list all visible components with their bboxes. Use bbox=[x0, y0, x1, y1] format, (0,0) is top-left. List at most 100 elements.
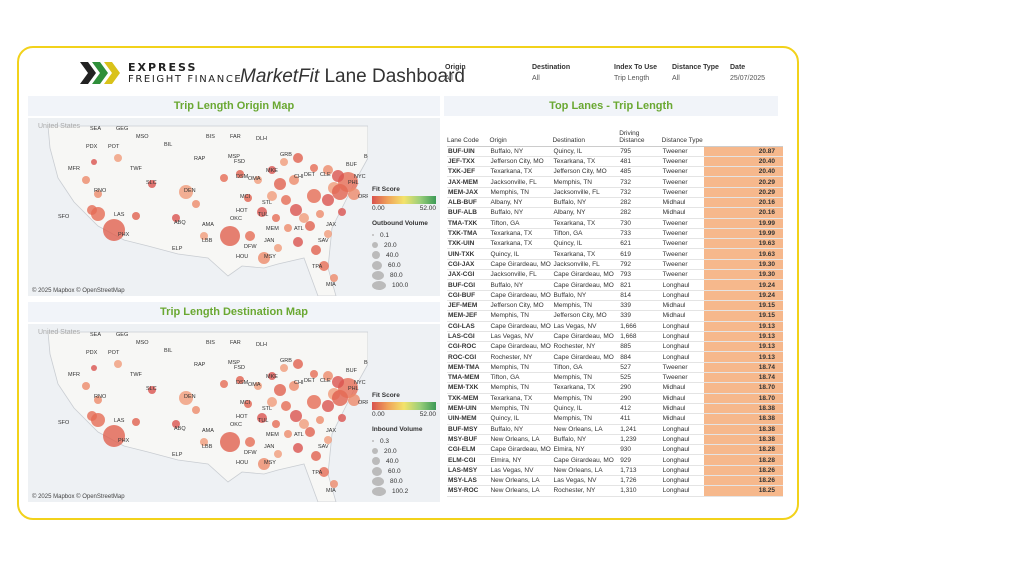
table-row[interactable]: BUF-UIN Buffalo, NY Quincy, IL 795 Tweener 20… bbox=[447, 146, 783, 157]
location-bubble[interactable] bbox=[82, 176, 90, 184]
filter-date[interactable]: Date 25/07/2025 bbox=[730, 64, 765, 82]
location-bubble[interactable] bbox=[299, 419, 309, 429]
location-bubble[interactable] bbox=[114, 360, 122, 368]
location-bubble[interactable] bbox=[274, 244, 282, 252]
location-bubble[interactable] bbox=[257, 413, 267, 423]
table-row[interactable]: JEF-TXX Jefferson City, MO Texarkana, TX 48… bbox=[447, 156, 783, 168]
table-row[interactable]: MSY-BUF New Orleans, LA Buffalo, NY 1,239 Lo… bbox=[447, 434, 783, 446]
table-row[interactable]: TMA-TXK Tifton, GA Texarkana, TX 730 Tweener… bbox=[447, 218, 783, 229]
col-origin[interactable]: Origin bbox=[489, 124, 553, 147]
table-row[interactable]: CGI-ELM Cape Girardeau, MO Elmira, NY 930 Lo… bbox=[447, 444, 783, 456]
location-bubble[interactable] bbox=[245, 231, 255, 241]
location-bubble[interactable] bbox=[200, 438, 208, 446]
origin-map[interactable]: SEA GEG MSO BIL BIS FAR DLH PDX POT RAP MSP MFR TWF F… bbox=[28, 118, 440, 296]
location-bubble[interactable] bbox=[324, 230, 332, 238]
origin-map-canvas[interactable]: SEA GEG MSO BIL BIS FAR DLH PDX POT RAP MSP MFR TWF F… bbox=[28, 118, 368, 296]
location-bubble[interactable] bbox=[254, 382, 262, 390]
location-bubble[interactable] bbox=[348, 394, 360, 406]
location-bubble[interactable] bbox=[330, 480, 338, 488]
location-bubble[interactable] bbox=[290, 410, 302, 422]
table-row[interactable]: UIN-MEM Quincy, IL Memphis, TN 411 Midhaul 18… bbox=[447, 413, 783, 425]
location-bubble[interactable] bbox=[103, 219, 125, 241]
location-bubble[interactable] bbox=[132, 418, 140, 426]
location-bubble[interactable] bbox=[305, 221, 315, 231]
location-bubble[interactable] bbox=[200, 232, 208, 240]
filter-index[interactable]: Index To Use Trip Length bbox=[614, 64, 657, 82]
location-bubble[interactable] bbox=[322, 400, 334, 412]
location-bubble[interactable] bbox=[132, 212, 140, 220]
location-bubble[interactable] bbox=[293, 443, 303, 453]
table-row[interactable]: TXK-JEF Texarkana, TX Jefferson City, MO 48… bbox=[447, 166, 783, 178]
location-bubble[interactable] bbox=[293, 153, 303, 163]
location-bubble[interactable] bbox=[274, 450, 282, 458]
location-bubble[interactable] bbox=[310, 370, 318, 378]
table-row[interactable]: BUF-MSY Buffalo, NY New Orleans, LA 1,241 Lo… bbox=[447, 424, 783, 435]
location-bubble[interactable] bbox=[94, 190, 102, 198]
location-bubble[interactable] bbox=[323, 371, 333, 381]
table-row[interactable]: MEM-UIN Memphis, TN Quincy, IL 412 Midhaul 18… bbox=[447, 403, 783, 415]
location-bubble[interactable] bbox=[179, 185, 193, 199]
location-bubble[interactable] bbox=[236, 170, 244, 178]
location-bubble[interactable] bbox=[348, 188, 360, 200]
location-bubble[interactable] bbox=[148, 386, 156, 394]
location-bubble[interactable] bbox=[172, 420, 180, 428]
location-bubble[interactable] bbox=[254, 176, 262, 184]
filter-distance-type[interactable]: Distance Type All bbox=[672, 64, 719, 82]
location-bubble[interactable] bbox=[293, 359, 303, 369]
location-bubble[interactable] bbox=[289, 175, 299, 185]
table-row[interactable]: TMA-MEM Tifton, GA Memphis, TN 525 Tweener 18… bbox=[447, 372, 783, 384]
location-bubble[interactable] bbox=[284, 430, 292, 438]
location-bubble[interactable] bbox=[324, 436, 332, 444]
table-row[interactable]: JAX-MEM Jacksonville, FL Memphis, TN 732 Twe… bbox=[447, 176, 783, 188]
location-bubble[interactable] bbox=[284, 224, 292, 232]
location-bubble[interactable] bbox=[91, 207, 105, 221]
filter-destination[interactable]: Destination All bbox=[532, 64, 570, 82]
location-bubble[interactable] bbox=[220, 432, 240, 452]
location-bubble[interactable] bbox=[244, 400, 252, 408]
location-bubble[interactable] bbox=[322, 194, 334, 206]
location-bubble[interactable] bbox=[310, 164, 318, 172]
location-bubble[interactable] bbox=[148, 180, 156, 188]
table-row[interactable]: JAX-CGI Jacksonville, FL Cape Girardeau, M… bbox=[447, 269, 783, 281]
table-row[interactable]: LAS-MSY Las Vegas, NV New Orleans, LA 1,713… bbox=[447, 465, 783, 477]
table-row[interactable]: CGI-BUF Cape Girardeau, MO Buffalo, NY 814 L… bbox=[447, 290, 783, 301]
table-row[interactable]: ELM-CGI Elmira, NY Cape Girardeau, MO 929 Lo… bbox=[447, 454, 783, 466]
dest-map[interactable]: SEA GEG MSO BIL BIS FAR DLH PDX POT RAP MSP MFR TWF F… bbox=[28, 324, 440, 502]
location-bubble[interactable] bbox=[281, 401, 291, 411]
location-bubble[interactable] bbox=[338, 208, 346, 216]
location-bubble[interactable] bbox=[103, 425, 125, 447]
location-bubble[interactable] bbox=[268, 372, 276, 380]
location-bubble[interactable] bbox=[316, 210, 324, 218]
location-bubble[interactable] bbox=[268, 166, 276, 174]
location-bubble[interactable] bbox=[272, 214, 280, 222]
table-row[interactable]: BUF-CGI Buffalo, NY Cape Girardeau, MO 821 L… bbox=[447, 279, 783, 291]
table-row[interactable]: TXK-UIN Texarkana, TX Quincy, IL 621 Tweener… bbox=[447, 238, 783, 250]
location-bubble[interactable] bbox=[91, 413, 105, 427]
table-row[interactable]: CGI-ROC Cape Girardeau, MO Rochester, NY 88… bbox=[447, 341, 783, 353]
location-bubble[interactable] bbox=[330, 274, 338, 282]
location-bubble[interactable] bbox=[332, 376, 344, 388]
table-row[interactable]: MSY-LAS New Orleans, LA Las Vegas, NV 1,726… bbox=[447, 475, 783, 487]
location-bubble[interactable] bbox=[280, 158, 288, 166]
location-bubble[interactable] bbox=[316, 416, 324, 424]
location-bubble[interactable] bbox=[82, 382, 90, 390]
table-row[interactable]: TXK-MEM Texarkana, TX Memphis, TN 290 Midhau… bbox=[447, 393, 783, 404]
location-bubble[interactable] bbox=[319, 467, 329, 477]
location-bubble[interactable] bbox=[289, 381, 299, 391]
table-row[interactable]: ROC-CGI Rochester, NY Cape Girardeau, MO 88… bbox=[447, 351, 783, 363]
location-bubble[interactable] bbox=[179, 391, 193, 405]
table-row[interactable]: BUF-ALB Buffalo, NY Albany, NY 282 Midhaul 20… bbox=[447, 207, 783, 219]
col-score[interactable] bbox=[704, 124, 783, 147]
table-row[interactable]: TXK-TMA Texarkana, TX Tifton, GA 733 Tweener… bbox=[447, 228, 783, 240]
col-destination[interactable]: Destination bbox=[552, 124, 620, 147]
table-row[interactable]: MEM-JAX Memphis, TN Jacksonville, FL 732 Twe… bbox=[447, 187, 783, 198]
location-bubble[interactable] bbox=[280, 364, 288, 372]
location-bubble[interactable] bbox=[91, 365, 97, 371]
table-row[interactable]: CGI-LAS Cape Girardeau, MO Las Vegas, NV 1,… bbox=[447, 321, 783, 332]
location-bubble[interactable] bbox=[290, 204, 302, 216]
location-bubble[interactable] bbox=[258, 252, 270, 264]
location-bubble[interactable] bbox=[319, 261, 329, 271]
location-bubble[interactable] bbox=[257, 207, 267, 217]
table-row[interactable]: UIN-TXK Quincy, IL Texarkana, TX 619 Tweener… bbox=[447, 248, 783, 260]
location-bubble[interactable] bbox=[338, 414, 346, 422]
